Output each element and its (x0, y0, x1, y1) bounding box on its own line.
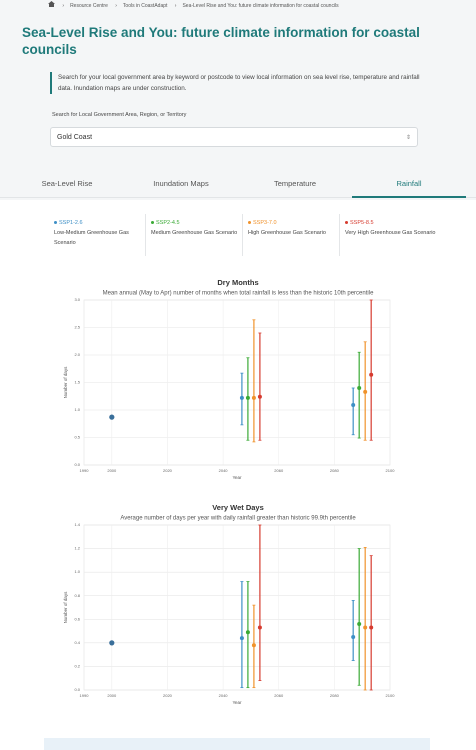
x-tick-label: 1990 (80, 468, 90, 473)
y-tick-label: 0.4 (74, 640, 80, 645)
point (357, 386, 362, 390)
legend-dot (151, 221, 154, 225)
legend-description: Very High Greenhouse Gas Scenario (345, 230, 436, 236)
legend-dot (345, 221, 348, 225)
page-title: Sea-Level Rise and You: future climate i… (22, 25, 420, 57)
legend-separator (339, 214, 340, 256)
y-tick-label: 2.0 (74, 352, 80, 357)
point (351, 403, 356, 408)
chart-title: Dry Months (217, 278, 258, 287)
tab-divider (0, 197, 476, 198)
chart-subtitle: Average number of days per year with dai… (120, 516, 356, 522)
search-select[interactable]: Gold Coast ⇕ (50, 127, 418, 147)
point (251, 395, 256, 400)
y-tick-label: 1.0 (74, 569, 80, 574)
plot-frame (83, 524, 391, 691)
x-tick-label: 1990 (80, 693, 90, 698)
point (239, 636, 244, 641)
baseline-point (109, 640, 115, 646)
legend-item: SSP5-8.5 Very High Greenhouse Gas Scenari… (345, 218, 437, 238)
x-tick-label: 2000 (107, 468, 117, 473)
x-tick-label: 2020 (163, 693, 173, 698)
y-tick-label: 0.5 (74, 435, 80, 440)
breadcrumb: › Resource Centre › Tools in CoastAdapt › S… (48, 1, 339, 9)
chart-title: Very Wet Days (212, 503, 264, 512)
y-tick-label: 0.6 (74, 616, 80, 621)
crumb[interactable]: Tools in CoastAdapt (122, 3, 168, 9)
x-axis-label: Year (232, 475, 242, 480)
point (257, 394, 262, 399)
tab[interactable]: Inundation Maps (153, 179, 209, 188)
x-tick-label: 2080 (330, 468, 340, 473)
legend-name: SSP5-8.5 (350, 220, 374, 226)
tab[interactable]: Temperature (273, 179, 317, 188)
y-tick-label: 0.8 (74, 593, 80, 598)
y-tick-label: 0.2 (74, 663, 80, 668)
x-tick-label: 2080 (330, 693, 340, 698)
y-tick-label: 1.0 (74, 407, 80, 412)
point (257, 625, 262, 630)
legend-separator (242, 214, 243, 256)
point (369, 625, 374, 630)
legend-item: SSP1-2.6 Low-Medium Greenhouse Gas Scenar… (54, 218, 146, 248)
legend-head: SSP3-7.0 (248, 218, 340, 228)
legend-head: SSP5-8.5 (345, 218, 437, 228)
point (245, 630, 250, 635)
point (239, 395, 244, 400)
legend-dot (248, 221, 251, 225)
crumb: Sea-Level Rise and You: future climate i… (182, 3, 339, 9)
legend-head: SSP2-4.5 (151, 218, 243, 228)
crumb[interactable]: Resource Centre (70, 3, 108, 9)
tab[interactable]: Sea-Level Rise (41, 179, 93, 188)
search-label: Search for Local Government Area, Region… (52, 112, 187, 118)
charts: Dry Months Mean annual (May to Apr) numbe… (63, 278, 396, 705)
x-tick-label: 2060 (274, 693, 284, 698)
point (363, 389, 368, 394)
x-tick-label: 2020 (163, 468, 173, 473)
legend-description: Low-Medium Greenhouse Gas Scenario (54, 230, 129, 246)
x-tick-label: 2060 (274, 468, 284, 473)
point (357, 622, 362, 626)
y-tick-label: 1.4 (74, 522, 80, 527)
point (251, 643, 256, 648)
point (351, 634, 356, 639)
info-box (44, 738, 430, 750)
y-axis-label: Number of days (63, 366, 68, 399)
legend-name: SSP2-4.5 (156, 220, 180, 226)
intro-text: Search for your local government area by… (50, 72, 428, 94)
tab[interactable]: Rainfall (352, 172, 466, 198)
home-icon[interactable] (48, 1, 55, 7)
x-tick-label: 2100 (386, 468, 396, 473)
legend-head: SSP1-2.6 (54, 218, 146, 228)
point (369, 372, 374, 377)
y-tick-label: 0.0 (74, 462, 80, 467)
y-tick-label: 1.5 (74, 380, 80, 385)
y-tick-label: 1.2 (74, 546, 80, 551)
legend-description: Medium Greenhouse Gas Scenario (151, 230, 238, 236)
legend-description: High Greenhouse Gas Scenario (248, 230, 326, 236)
select-value: Gold Coast (57, 134, 93, 141)
x-tick-label: 2000 (107, 693, 117, 698)
legend-dot (54, 221, 57, 225)
y-tick-label: 2.5 (74, 325, 80, 330)
x-axis-label: Year (232, 700, 242, 705)
legend-item: SSP2-4.5 Medium Greenhouse Gas Scenario (151, 218, 243, 238)
x-tick-label: 2040 (219, 693, 229, 698)
y-tick-label: 3.0 (74, 297, 80, 302)
chart-subtitle: Mean annual (May to Apr) number of month… (103, 291, 374, 297)
x-tick-label: 2100 (386, 693, 396, 698)
legend-separator (145, 214, 146, 256)
baseline-point (109, 414, 115, 420)
header-band (0, 0, 476, 200)
legend-name: SSP3-7.0 (253, 220, 277, 226)
point (363, 625, 368, 630)
legend-name: SSP1-2.6 (59, 220, 83, 226)
point (245, 395, 250, 400)
y-axis-label: Number of days (63, 591, 68, 624)
y-tick-label: 0.0 (74, 687, 80, 692)
x-tick-label: 2040 (219, 468, 229, 473)
legend-item: SSP3-7.0 High Greenhouse Gas Scenario (248, 218, 340, 238)
